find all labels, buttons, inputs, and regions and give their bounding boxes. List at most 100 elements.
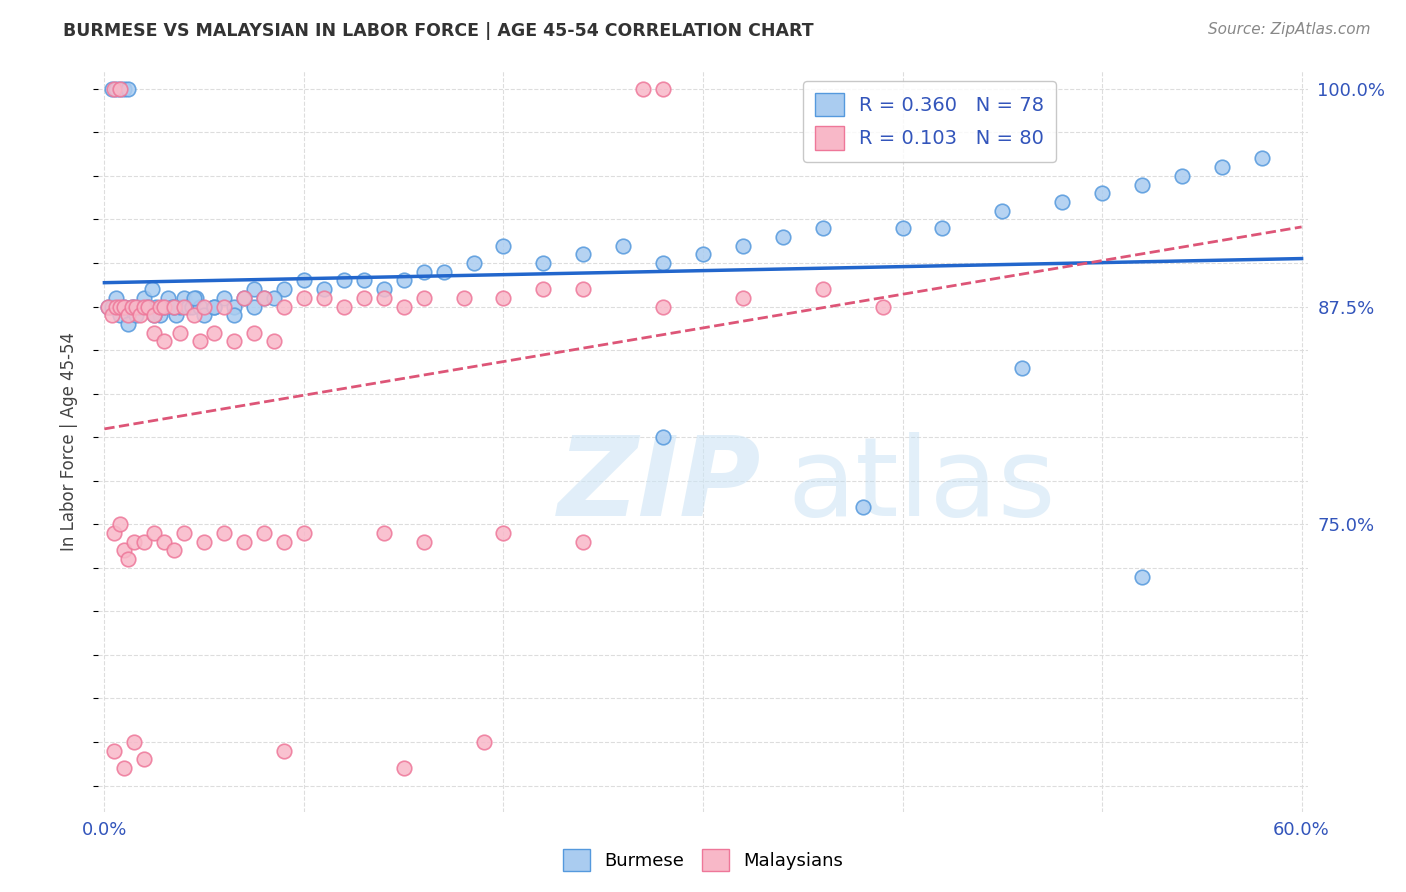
Point bbox=[312, 282, 335, 296]
Point bbox=[412, 265, 434, 279]
Point bbox=[273, 300, 295, 314]
Point bbox=[392, 761, 415, 775]
Point bbox=[931, 221, 953, 235]
Point bbox=[177, 300, 200, 314]
Point bbox=[433, 265, 456, 279]
Point bbox=[173, 300, 195, 314]
Point bbox=[112, 761, 135, 775]
Point bbox=[153, 334, 176, 349]
Point bbox=[772, 230, 794, 244]
Point bbox=[292, 273, 315, 287]
Point bbox=[188, 300, 211, 314]
Text: BURMESE VS MALAYSIAN IN LABOR FORCE | AGE 45-54 CORRELATION CHART: BURMESE VS MALAYSIAN IN LABOR FORCE | AG… bbox=[63, 22, 814, 40]
Point bbox=[121, 300, 143, 314]
Point bbox=[103, 744, 125, 758]
Point bbox=[212, 291, 235, 305]
Text: Source: ZipAtlas.com: Source: ZipAtlas.com bbox=[1208, 22, 1371, 37]
Point bbox=[149, 308, 172, 322]
Point bbox=[373, 291, 395, 305]
Point bbox=[117, 552, 139, 566]
Point bbox=[97, 300, 120, 314]
Point bbox=[292, 291, 315, 305]
Point bbox=[129, 300, 152, 314]
Point bbox=[333, 273, 356, 287]
Point bbox=[472, 735, 495, 749]
Point bbox=[124, 534, 146, 549]
Text: atlas: atlas bbox=[787, 433, 1056, 540]
Point bbox=[125, 300, 148, 314]
Point bbox=[412, 534, 434, 549]
Point bbox=[134, 752, 156, 766]
Point bbox=[141, 282, 163, 296]
Point bbox=[453, 291, 475, 305]
Point bbox=[652, 82, 675, 96]
Point bbox=[392, 300, 415, 314]
Point bbox=[145, 300, 167, 314]
Point bbox=[162, 300, 184, 314]
Point bbox=[811, 282, 834, 296]
Point bbox=[731, 238, 754, 252]
Point bbox=[273, 534, 295, 549]
Point bbox=[353, 291, 375, 305]
Point bbox=[492, 526, 515, 541]
Point bbox=[731, 291, 754, 305]
Point bbox=[136, 300, 159, 314]
Point bbox=[124, 300, 146, 314]
Point bbox=[202, 300, 225, 314]
Point bbox=[193, 308, 215, 322]
Point bbox=[1211, 160, 1233, 174]
Point bbox=[263, 334, 285, 349]
Point bbox=[112, 82, 135, 96]
Point bbox=[97, 300, 120, 314]
Legend: Burmese, Malaysians: Burmese, Malaysians bbox=[555, 842, 851, 879]
Point bbox=[134, 300, 156, 314]
Point bbox=[224, 308, 246, 322]
Point bbox=[652, 430, 675, 444]
Point bbox=[572, 534, 595, 549]
Point bbox=[224, 300, 246, 314]
Point bbox=[233, 291, 256, 305]
Point bbox=[110, 300, 132, 314]
Point bbox=[129, 308, 152, 322]
Point bbox=[124, 735, 146, 749]
Point bbox=[153, 300, 176, 314]
Point bbox=[173, 526, 195, 541]
Point bbox=[253, 291, 276, 305]
Point bbox=[134, 291, 156, 305]
Point bbox=[143, 526, 166, 541]
Point bbox=[1171, 169, 1194, 183]
Point bbox=[186, 291, 208, 305]
Point bbox=[572, 282, 595, 296]
Point bbox=[163, 300, 186, 314]
Point bbox=[531, 256, 554, 270]
Point bbox=[373, 282, 395, 296]
Point bbox=[169, 326, 191, 340]
Point bbox=[136, 300, 159, 314]
Point bbox=[233, 534, 256, 549]
Point bbox=[121, 300, 143, 314]
Point bbox=[117, 317, 139, 331]
Point bbox=[125, 308, 148, 322]
Point bbox=[169, 300, 191, 314]
Point bbox=[149, 300, 172, 314]
Point bbox=[1130, 178, 1153, 192]
Point bbox=[117, 82, 139, 96]
Point bbox=[103, 526, 125, 541]
Point bbox=[692, 247, 714, 261]
Point bbox=[1091, 186, 1114, 201]
Point bbox=[273, 282, 295, 296]
Text: ZIP: ZIP bbox=[558, 433, 762, 540]
Point bbox=[153, 534, 176, 549]
Point bbox=[891, 221, 914, 235]
Point bbox=[492, 238, 515, 252]
Point bbox=[134, 534, 156, 549]
Point bbox=[243, 300, 266, 314]
Point bbox=[165, 308, 187, 322]
Point bbox=[110, 82, 132, 96]
Point bbox=[572, 247, 595, 261]
Point bbox=[202, 326, 225, 340]
Point bbox=[263, 291, 285, 305]
Legend: R = 0.360   N = 78, R = 0.103   N = 80: R = 0.360 N = 78, R = 0.103 N = 80 bbox=[803, 81, 1056, 161]
Point bbox=[183, 308, 205, 322]
Point bbox=[273, 744, 295, 758]
